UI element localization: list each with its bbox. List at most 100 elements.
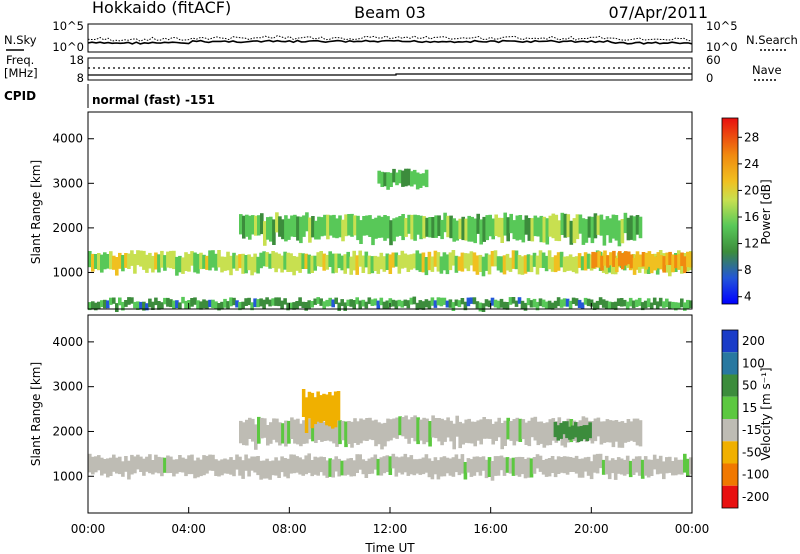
- heatmap-cell: [616, 298, 621, 306]
- heatmap-cell: [600, 255, 604, 271]
- heatmap-cell: [389, 172, 393, 187]
- heatmap-cell: [316, 391, 320, 422]
- heatmap-cell: [418, 300, 423, 309]
- heatmap-cell: [239, 420, 243, 444]
- heatmap-cell: [515, 417, 520, 442]
- heatmap-cell: [562, 456, 567, 474]
- heatmap-cell: [451, 457, 456, 477]
- power-colorbar-ticks: 28 24 20 16 12 8 4: [738, 130, 759, 304]
- heatmap-cell: [503, 212, 507, 236]
- x-tick-label: 00:00: [71, 522, 106, 536]
- heatmap-cell: [368, 215, 372, 237]
- heatmap-cell: [334, 297, 338, 305]
- heatmap-cell: [503, 420, 507, 446]
- heatmap-cell: [635, 418, 640, 446]
- heatmap-cell: [241, 253, 245, 274]
- heatmap-cell: [668, 301, 672, 309]
- heatmap-cell: [542, 216, 547, 243]
- heatmap-cell: [274, 252, 278, 273]
- nsearch-trace: [87, 35, 693, 42]
- heatmap-cell: [437, 418, 441, 442]
- heatmap-cell: [404, 415, 408, 439]
- heatmap-cell: [547, 250, 552, 270]
- heatmap-cell: [245, 214, 249, 237]
- heatmap-cell: [358, 250, 362, 267]
- heatmap-cell: [620, 421, 625, 448]
- heatmap-cell: [412, 296, 417, 305]
- heatmap-cell: [286, 458, 290, 479]
- heatmap-cell: [271, 298, 275, 306]
- heatmap-cell: [283, 251, 287, 270]
- heatmap-cell: [325, 254, 329, 270]
- heatmap-cell: [130, 297, 134, 304]
- heatmap-cell: [371, 420, 375, 441]
- heatmap-cell: [247, 254, 251, 271]
- heatmap-cell: [205, 455, 209, 474]
- heatmap-cell: [145, 303, 149, 311]
- heatmap-cell: [665, 252, 669, 266]
- heatmap-cell: [532, 298, 537, 308]
- heatmap-cell: [289, 302, 293, 310]
- heatmap-cell: [461, 216, 465, 241]
- heatmap-cell: [362, 216, 366, 236]
- heatmap-cell: [310, 255, 314, 273]
- heatmap-cell: [536, 421, 541, 446]
- heatmap-cell: [421, 173, 426, 186]
- y-tick-label: 3000: [52, 380, 83, 394]
- heatmap-cell: [97, 301, 101, 309]
- heatmap-cell: [371, 218, 375, 246]
- heatmap-cell: [364, 301, 369, 309]
- heatmap-cell: [199, 252, 203, 270]
- power-colorbar-tick: 4: [744, 290, 752, 304]
- heatmap-cell: [649, 302, 654, 310]
- heatmap-cell: [583, 457, 588, 472]
- heatmap-cell: [169, 250, 173, 269]
- heatmap-cell: [392, 218, 396, 242]
- heatmap-cell: [535, 301, 540, 311]
- heatmap-cell: [557, 220, 562, 242]
- heatmap-cell: [118, 297, 122, 306]
- heatmap-cell: [582, 425, 587, 440]
- freq-label: Freq.: [6, 53, 34, 67]
- heatmap-cell: [328, 458, 332, 477]
- heatmap-cell: [235, 255, 239, 271]
- heatmap-cell: [181, 257, 185, 274]
- heatmap-cell: [319, 298, 323, 306]
- heatmap-cell: [413, 415, 417, 442]
- heatmap-cell: [112, 255, 116, 270]
- heatmap-cell: [406, 254, 411, 272]
- heatmap-cell: [376, 300, 381, 310]
- heatmap-cell: [115, 303, 119, 312]
- heatmap-cell: [565, 456, 570, 475]
- heatmap-cell: [338, 215, 342, 238]
- heatmap-cell: [314, 220, 318, 240]
- heatmap-cell: [391, 299, 396, 307]
- heatmap-cell: [301, 301, 305, 308]
- heatmap-cell: [631, 458, 636, 475]
- y-tick-label: 4000: [52, 132, 83, 146]
- heatmap-cell: [484, 299, 489, 307]
- heatmap-cell: [579, 426, 584, 442]
- heatmap-cell: [538, 298, 543, 307]
- heatmap-cell: [343, 254, 347, 274]
- heatmap-cell: [169, 456, 173, 473]
- power-colorbar-tick: 12: [744, 237, 759, 251]
- heatmap-cell: [413, 214, 417, 241]
- heatmap-cell: [295, 301, 299, 309]
- heatmap-cell: [629, 254, 634, 269]
- heatmap-cell: [469, 251, 474, 266]
- heatmap-cell: [100, 300, 104, 308]
- heatmap-cell: [497, 217, 501, 238]
- heatmap-cell: [638, 420, 643, 447]
- heatmap-cell: [541, 460, 546, 475]
- heatmap-cell: [551, 213, 556, 239]
- heatmap-cell: [127, 460, 131, 480]
- heatmap-cell: [262, 460, 266, 479]
- heatmap-cell: [490, 251, 495, 267]
- heatmap-cell: [250, 256, 254, 276]
- heatmap-cell: [521, 419, 526, 440]
- heatmap-cell: [526, 298, 531, 306]
- heatmap-cell: [281, 423, 285, 444]
- heatmap-cell: [572, 218, 577, 244]
